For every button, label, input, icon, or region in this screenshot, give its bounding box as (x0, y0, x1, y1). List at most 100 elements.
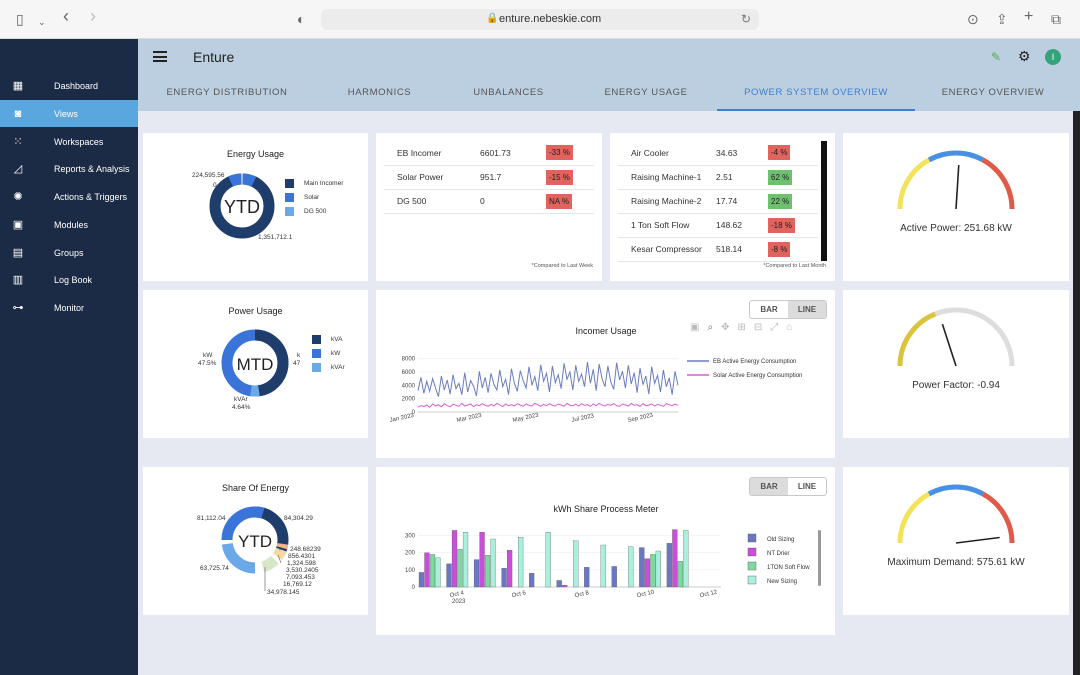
reload-icon[interactable]: ↻ (740, 12, 751, 26)
bar (600, 544, 606, 588)
line-toggle-button[interactable]: LINE (788, 301, 826, 318)
bar (529, 573, 535, 588)
back-icon[interactable]: ‹ (63, 6, 69, 26)
sidebar-item-views[interactable]: ◙ Views (0, 100, 138, 127)
share-label: 16,769.12 (283, 581, 312, 588)
sidebar-item-label: Dashboard (54, 80, 99, 91)
legend-item[interactable]: kW (312, 349, 340, 358)
chevron-down-icon[interactable]: ⌄ (38, 17, 46, 27)
dashboard-icon: ▦ (12, 79, 24, 92)
gauge-arc-low (897, 491, 931, 544)
kpi-value: 34.63 (716, 141, 768, 166)
tab-energy-distribution[interactable]: ENERGY DISTRIBUTION (166, 87, 288, 98)
tab-power-system-overview[interactable]: POWER SYSTEM OVERVIEW (717, 75, 915, 111)
menu-icon[interactable] (153, 51, 167, 62)
privacy-shield-icon[interactable]: ◐ (297, 11, 306, 27)
new-tab-icon[interactable]: + (1024, 8, 1034, 25)
forward-icon[interactable]: › (90, 6, 96, 26)
download-icon[interactable]: ⊙ (967, 11, 979, 27)
tab-unbalances[interactable]: UNBALANCES (473, 87, 544, 98)
tab-overview-icon[interactable]: ⧉ (1051, 11, 1061, 27)
sidebar-item-dashboard[interactable]: ▦ Dashboard (0, 72, 138, 99)
kpi-name: Raising Machine-1 (618, 165, 716, 190)
sidebar-item-label: Reports & Analysis (54, 163, 130, 174)
incomer-usage-card: BAR LINE ▣⌕✥⊞⊟⤢⌂ Incomer Usage 8000 6000 40… (376, 290, 835, 458)
legend-swatch (747, 575, 757, 585)
legend-item[interactable]: Main Incomer (285, 179, 343, 188)
bar (518, 537, 524, 588)
scrollbar[interactable] (1073, 111, 1080, 675)
legend-swatch (747, 561, 757, 571)
kpi-value: 17.74 (716, 189, 768, 214)
zoom-icon[interactable]: ⌕ (707, 322, 722, 333)
reset-axes-icon[interactable]: ⌂ (786, 322, 801, 333)
sidebar-item-reports-analysis[interactable]: ◿ Reports & Analysis (0, 155, 138, 182)
y-tick-label: 300 (405, 534, 416, 540)
sidebar-item-groups[interactable]: ▤ Groups (0, 239, 138, 266)
pan-icon[interactable]: ✥ (721, 322, 738, 333)
kpi-name: Kesar Compressor (618, 237, 716, 262)
gauge-needle (955, 165, 960, 210)
chart-type-toggle[interactable]: BAR LINE (749, 477, 827, 496)
zoom-in-icon[interactable]: ⊞ (737, 322, 754, 333)
edit-icon[interactable]: ✎ (991, 50, 1002, 64)
change-badge: -8 % (768, 241, 791, 257)
bar (611, 566, 617, 588)
kpi-row: DG 500 0 NA % (384, 189, 594, 214)
legend-item[interactable]: kVAr (312, 363, 345, 372)
autoscale-icon[interactable]: ⤢ (770, 322, 787, 333)
share-label: 248.68239 (290, 546, 321, 553)
legend-label: New Sizing (767, 579, 797, 585)
share-icon[interactable]: ⇪ (996, 11, 1008, 27)
tab-energy-usage[interactable]: ENERGY USAGE (604, 87, 688, 98)
view-tabs: ENERGY DISTRIBUTION HARMONICS UNBALANCES EN… (138, 75, 1080, 111)
bar-toggle-button[interactable]: BAR (750, 478, 788, 495)
active-power-gauge (897, 150, 1015, 210)
sidebar-item-log-book[interactable]: ▥ Log Book (0, 266, 138, 293)
camera-icon[interactable]: ▣ (690, 322, 708, 333)
line-toggle-button[interactable]: LINE (797, 482, 817, 491)
avatar[interactable]: I (1045, 49, 1061, 65)
gauge-arc-low (897, 157, 931, 210)
x-tick-label: May 2023 (512, 412, 540, 423)
sidebar-toggle-icon[interactable]: ▯ (16, 11, 24, 27)
bar-toggle-button[interactable]: BAR (760, 305, 778, 314)
tab-energy-overview[interactable]: ENERGY OVERVIEW (941, 87, 1045, 98)
power-usage-label: 47 (293, 360, 301, 367)
gauge-needle (941, 323, 957, 367)
table-scrollbar[interactable] (821, 141, 827, 261)
address-bar[interactable]: 🔒 enture.nebeskie.com ↻ (321, 9, 759, 30)
chart-type-toggle[interactable]: BAR LINE (749, 300, 827, 319)
share-of-energy-center: YTD (238, 532, 272, 551)
legend-swatch (747, 533, 757, 543)
power-usage-title: Power Usage (228, 306, 283, 316)
legend-item[interactable]: Solar (285, 193, 319, 202)
chart-title: Incomer Usage (575, 326, 636, 336)
modules-icon: ▣ (12, 218, 24, 231)
legend-item[interactable]: DG 500 (285, 207, 326, 216)
tab-harmonics[interactable]: HARMONICS (347, 87, 412, 98)
gauge-arc-high (981, 157, 1015, 210)
legend-item[interactable]: kVA (312, 335, 342, 344)
sidebar-item-monitor[interactable]: ⊶ Monitor (0, 294, 138, 321)
zoom-out-icon[interactable]: ⊟ (753, 322, 771, 333)
chart-modebar: ▣⌕✥⊞⊟⤢⌂ (690, 322, 800, 333)
x-tick-label: Jul 2023 (571, 413, 595, 424)
kpi-value: 518.14 (716, 237, 768, 262)
bar (501, 567, 507, 588)
y-tick-label: 2000 (402, 397, 416, 403)
power-factor-label: Power Factor: -0.94 (912, 380, 1000, 391)
sidebar-item-label: Groups (54, 247, 84, 258)
legend-label: 1TON Soft Flow (767, 565, 810, 571)
sidebar-item-actions-triggers[interactable]: ✺ Actions & Triggers (0, 183, 138, 210)
x-tick-label: Mar 2023 (456, 413, 483, 424)
energy-usage-card: Energy Usage YTD 224,595.56 0 1,351,712.… (143, 133, 368, 281)
bar (435, 557, 441, 588)
legend-swatch (747, 547, 757, 557)
sidebar-item-workspaces[interactable]: ⁙ Workspaces (0, 128, 138, 155)
legend-scrollbar (818, 530, 821, 586)
sidebar-item-modules[interactable]: ▣ Modules (0, 211, 138, 238)
gear-icon[interactable]: ⚙ (1018, 48, 1031, 64)
share-of-energy-card: Share Of Energy YTD 81,112.04 84,304.29 … (143, 467, 368, 615)
change-badge: 22 % (768, 193, 793, 209)
